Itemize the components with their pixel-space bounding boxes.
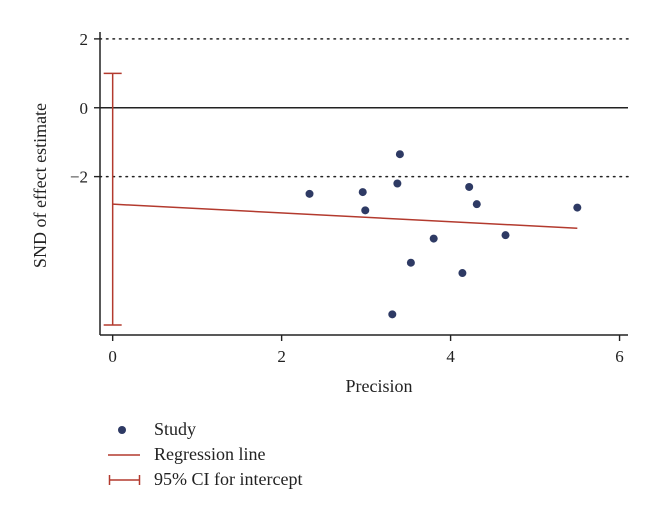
study-point bbox=[472, 200, 481, 209]
regression-line bbox=[112, 203, 578, 230]
y-tick-label: 0 bbox=[80, 99, 89, 118]
study-point bbox=[458, 269, 467, 278]
x-tick-label: 6 bbox=[615, 347, 624, 366]
legend-label-study: Study bbox=[154, 419, 197, 439]
axes bbox=[99, 32, 628, 336]
study-point bbox=[501, 231, 510, 240]
study-point bbox=[406, 258, 415, 267]
x-axis-title: Precision bbox=[346, 376, 413, 396]
y-tick-label: 2 bbox=[80, 30, 89, 49]
study-point-icon bbox=[118, 426, 126, 434]
study-point bbox=[429, 234, 438, 243]
study-point bbox=[361, 206, 370, 215]
x-tick-label: 2 bbox=[277, 347, 286, 366]
study-point bbox=[305, 189, 314, 198]
study-point bbox=[395, 150, 404, 159]
study-point bbox=[465, 182, 474, 191]
ci-bar-icon bbox=[108, 475, 141, 485]
study-point bbox=[388, 310, 397, 319]
x-tick-label: 0 bbox=[108, 347, 117, 366]
x-tick-label: 4 bbox=[446, 347, 455, 366]
legend-label-ci: 95% CI for intercept bbox=[154, 469, 303, 489]
y-axis-title: SND of effect estimate bbox=[30, 103, 50, 268]
study-point bbox=[358, 188, 367, 197]
y-tick-label: −2 bbox=[70, 168, 88, 187]
regression-line-icon bbox=[108, 454, 140, 456]
legend-label-regression: Regression line bbox=[154, 444, 266, 464]
study-point bbox=[393, 179, 402, 188]
study-point bbox=[573, 203, 582, 212]
reference-lines bbox=[99, 38, 629, 178]
study-points bbox=[305, 150, 582, 319]
axis-ticks: 2 0 −2 0 2 4 6 bbox=[70, 30, 624, 366]
intercept-ci bbox=[103, 72, 122, 326]
regression-line-group bbox=[112, 203, 578, 230]
